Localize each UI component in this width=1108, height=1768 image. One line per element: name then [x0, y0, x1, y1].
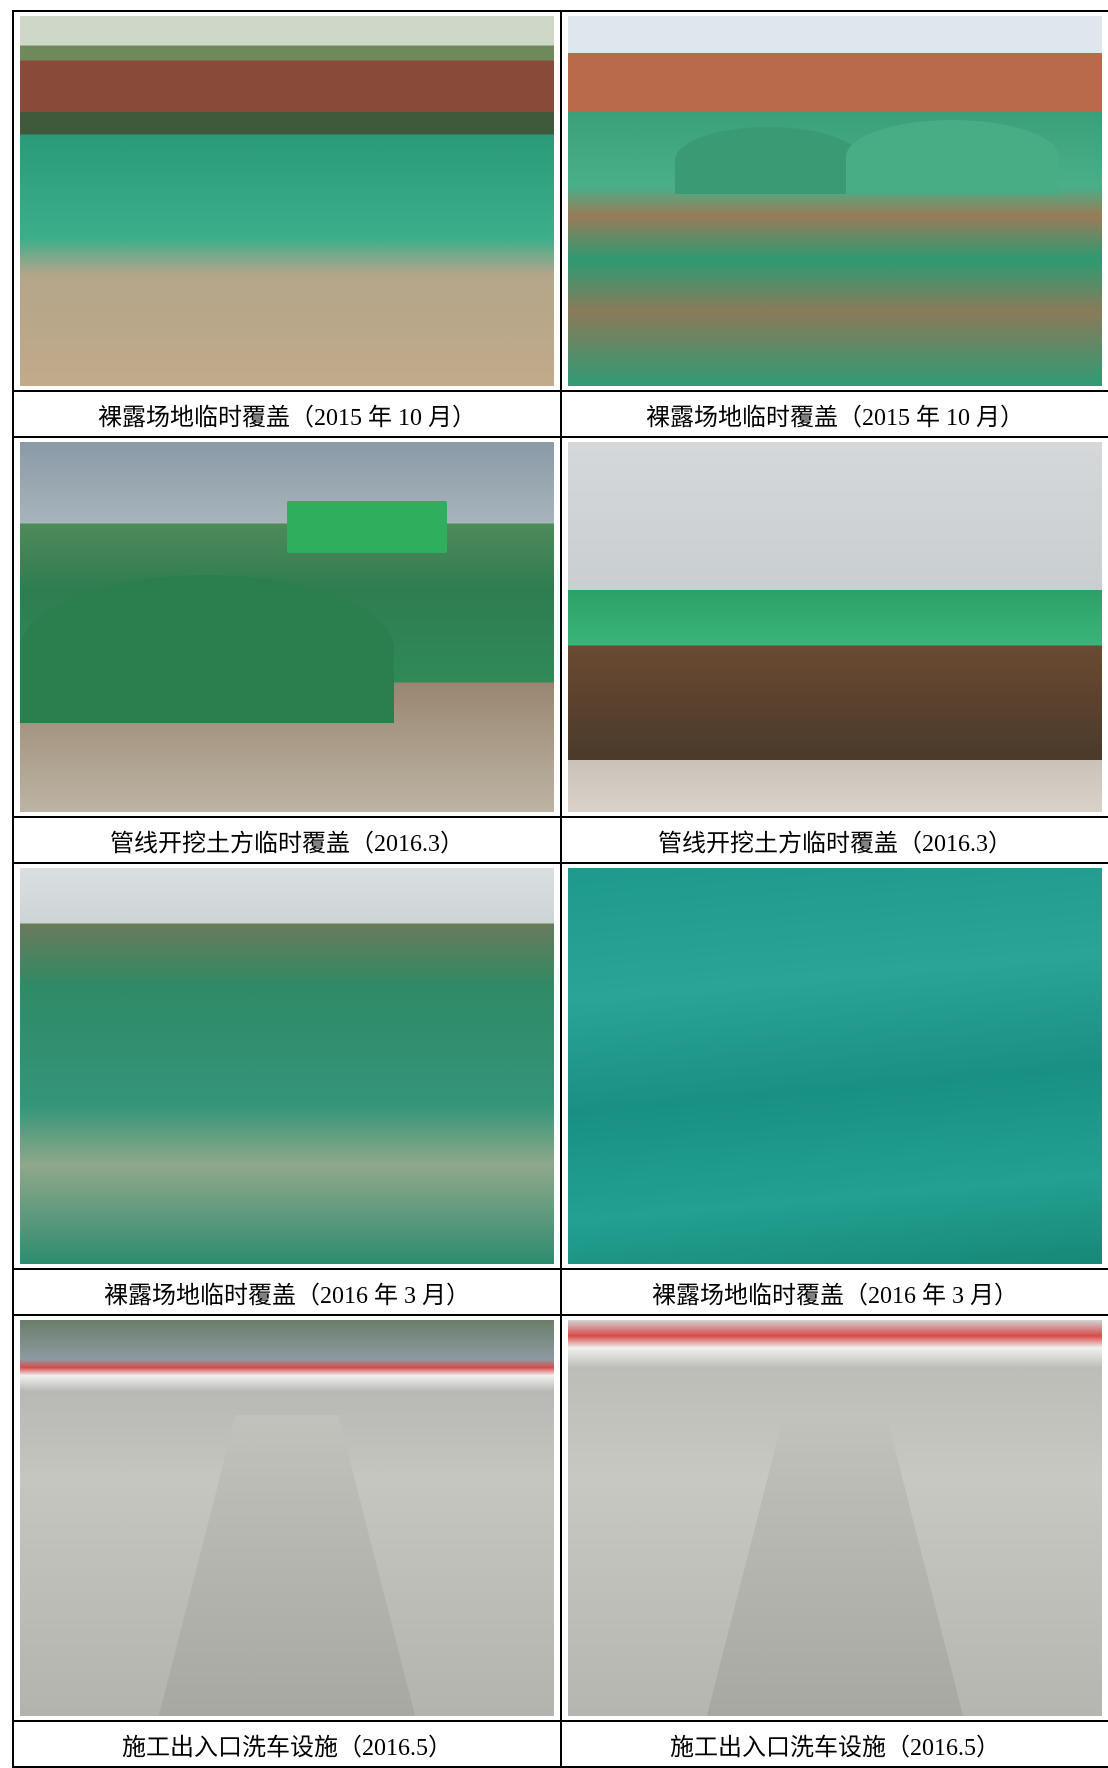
photo-caption: 裸露场地临时覆盖（2015 年 10 月） [560, 390, 1108, 438]
pipeline-cover-photo [20, 442, 554, 812]
photo-cell [560, 1314, 1108, 1722]
photo-cell [12, 1314, 562, 1722]
pipeline-cover-photo [568, 442, 1102, 812]
photo-table: 裸露场地临时覆盖（2015 年 10 月） 裸露场地临时覆盖（2015 年 10… [12, 10, 1108, 1768]
photo-cell [12, 436, 562, 818]
bare-site-photo [20, 16, 554, 386]
bare-site-photo [568, 16, 1102, 386]
photo-caption: 裸露场地临时覆盖（2015 年 10 月） [12, 390, 562, 438]
wash-ramp [706, 1415, 964, 1716]
wash-ramp [158, 1415, 416, 1716]
photo-caption: 施工出入口洗车设施（2016.5） [12, 1720, 562, 1768]
photo-caption: 裸露场地临时覆盖（2016 年 3 月） [560, 1268, 1108, 1316]
wash-facility-photo [20, 1320, 554, 1716]
photo-cell [560, 862, 1108, 1270]
photo-caption: 管线开挖土方临时覆盖（2016.3） [560, 816, 1108, 864]
bare-site-photo [568, 868, 1102, 1264]
wash-facility-photo [568, 1320, 1102, 1716]
photo-caption: 裸露场地临时覆盖（2016 年 3 月） [12, 1268, 562, 1316]
photo-cell [12, 10, 562, 392]
photo-cell [560, 436, 1108, 818]
photo-caption: 施工出入口洗车设施（2016.5） [560, 1720, 1108, 1768]
photo-cell [560, 10, 1108, 392]
photo-cell [12, 862, 562, 1270]
bare-site-photo [20, 868, 554, 1264]
photo-caption: 管线开挖土方临时覆盖（2016.3） [12, 816, 562, 864]
